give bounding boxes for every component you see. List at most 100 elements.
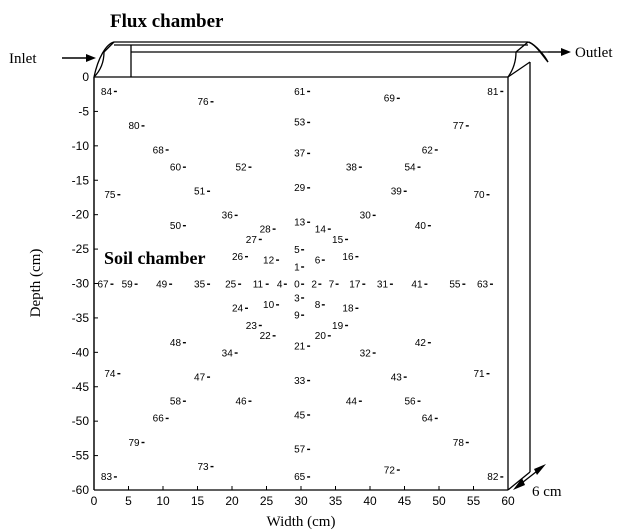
sensor-label: 33 bbox=[294, 376, 306, 387]
sensor-marker bbox=[234, 352, 238, 354]
sensor-point: 78 bbox=[453, 438, 469, 449]
sensor-label: 67 bbox=[97, 280, 109, 291]
sensor-point: 0 bbox=[294, 280, 305, 291]
sensor-label: 75 bbox=[104, 190, 116, 201]
x-tick-label: 50 bbox=[432, 494, 446, 508]
x-axis-label: Width (cm) bbox=[267, 514, 336, 530]
sensor-marker bbox=[307, 90, 311, 93]
y-tick-label: -40 bbox=[72, 345, 90, 359]
sensor-label: 26 bbox=[232, 252, 244, 263]
sensor-point: 66 bbox=[153, 414, 169, 425]
sensor-point: 6 bbox=[315, 255, 325, 266]
sensor-point: 56 bbox=[405, 397, 421, 408]
sensor-marker bbox=[321, 259, 325, 261]
sensor-label: 5 bbox=[294, 245, 300, 256]
sensor-label: 58 bbox=[170, 397, 182, 408]
sensor-label: 25 bbox=[225, 280, 237, 291]
sensor-marker bbox=[276, 259, 280, 261]
sensor-marker bbox=[207, 190, 211, 192]
sensor-point: 68 bbox=[153, 145, 169, 156]
sensor-label: 11 bbox=[253, 280, 264, 291]
sensor-point: 5 bbox=[294, 245, 305, 256]
sensor-label: 61 bbox=[294, 87, 306, 98]
sensor-label: 4 bbox=[277, 280, 283, 291]
sensor-label: 29 bbox=[294, 183, 306, 194]
sensor-label: 18 bbox=[342, 304, 354, 315]
sensor-marker bbox=[307, 379, 311, 382]
sensor-marker bbox=[489, 283, 493, 285]
sensor-label: 73 bbox=[198, 462, 210, 473]
x-axis-ticks: 0 5 10 15 20 25 30 35 40 45 50 55 60 bbox=[91, 486, 515, 508]
sensor-marker bbox=[345, 238, 349, 241]
sensor-marker bbox=[110, 283, 114, 285]
sensor-point: 70 bbox=[474, 190, 490, 201]
sensor-label: 53 bbox=[294, 118, 306, 129]
sensor-label: 27 bbox=[246, 235, 258, 246]
sensor-label: 51 bbox=[194, 187, 206, 198]
sensor-label: 0 bbox=[294, 280, 300, 291]
sensor-marker bbox=[396, 97, 400, 100]
sensor-label: 52 bbox=[235, 162, 247, 173]
sensor-point: 41 bbox=[411, 280, 428, 291]
sensor-marker bbox=[182, 166, 186, 168]
sensor-label: 41 bbox=[411, 280, 423, 291]
sensor-point: 38 bbox=[346, 162, 362, 173]
sensor-label: 32 bbox=[360, 348, 372, 359]
sensor-label: 71 bbox=[474, 369, 486, 380]
sensor-label: 37 bbox=[294, 149, 306, 160]
x-tick-label: 45 bbox=[398, 494, 412, 508]
sensor-point: 17 bbox=[349, 280, 366, 291]
sensor-point: 25 bbox=[225, 280, 242, 291]
sensor-marker bbox=[358, 400, 362, 402]
sensor-point: 10 bbox=[263, 300, 280, 311]
sensor-point: 45 bbox=[294, 410, 311, 421]
sensor-label: 82 bbox=[487, 472, 499, 483]
sensor-point: 18 bbox=[342, 304, 359, 315]
sensor-marker bbox=[248, 400, 252, 402]
sensor-label: 78 bbox=[453, 438, 465, 449]
sensor-marker bbox=[345, 324, 349, 327]
sensor-point: 39 bbox=[391, 187, 407, 198]
sensor-point: 40 bbox=[415, 221, 431, 232]
sensor-marker bbox=[434, 417, 438, 420]
outlet-label: Outlet bbox=[575, 45, 613, 61]
sensor-marker bbox=[403, 190, 407, 192]
sensor-label: 47 bbox=[194, 372, 206, 383]
sensor-marker bbox=[234, 214, 238, 217]
sensor-point: 77 bbox=[453, 121, 469, 132]
sensor-point: 54 bbox=[405, 162, 421, 173]
sensor-marker bbox=[417, 166, 421, 168]
sensor-point: 72 bbox=[384, 465, 400, 476]
sensor-marker bbox=[248, 166, 252, 168]
sensor-point: 29 bbox=[294, 183, 311, 194]
sensor-label: 63 bbox=[477, 280, 489, 291]
sensor-marker bbox=[355, 307, 359, 309]
sensor-marker bbox=[486, 372, 490, 375]
sensor-marker bbox=[265, 283, 269, 285]
sensor-marker bbox=[434, 149, 438, 151]
sensor-label: 55 bbox=[449, 280, 461, 291]
x-tick-label: 40 bbox=[363, 494, 377, 508]
sensor-label: 14 bbox=[315, 224, 327, 235]
sensor-marker bbox=[117, 194, 121, 196]
sensor-point: 62 bbox=[422, 145, 438, 156]
sensor-point: 74 bbox=[104, 369, 121, 380]
sensor-point: 81 bbox=[487, 87, 504, 98]
sensor-label: 80 bbox=[129, 121, 141, 132]
sensor-marker bbox=[358, 166, 362, 168]
soil-chamber-label: Soil chamber bbox=[104, 248, 206, 268]
sensor-point: 67 bbox=[97, 280, 114, 291]
x-tick-label: 0 bbox=[91, 494, 98, 508]
sensor-label: 10 bbox=[263, 300, 275, 311]
sensor-marker bbox=[327, 335, 331, 337]
sensor-point: 58 bbox=[170, 397, 186, 408]
sensor-point: 7 bbox=[329, 280, 339, 291]
sensor-point: 69 bbox=[384, 94, 400, 105]
sensor-point: 53 bbox=[294, 118, 311, 129]
sensor-marker bbox=[486, 194, 490, 196]
sensor-marker bbox=[307, 221, 311, 223]
sensor-label: 40 bbox=[415, 221, 427, 232]
sensor-marker bbox=[318, 283, 322, 285]
sensor-point: 55 bbox=[449, 280, 466, 291]
